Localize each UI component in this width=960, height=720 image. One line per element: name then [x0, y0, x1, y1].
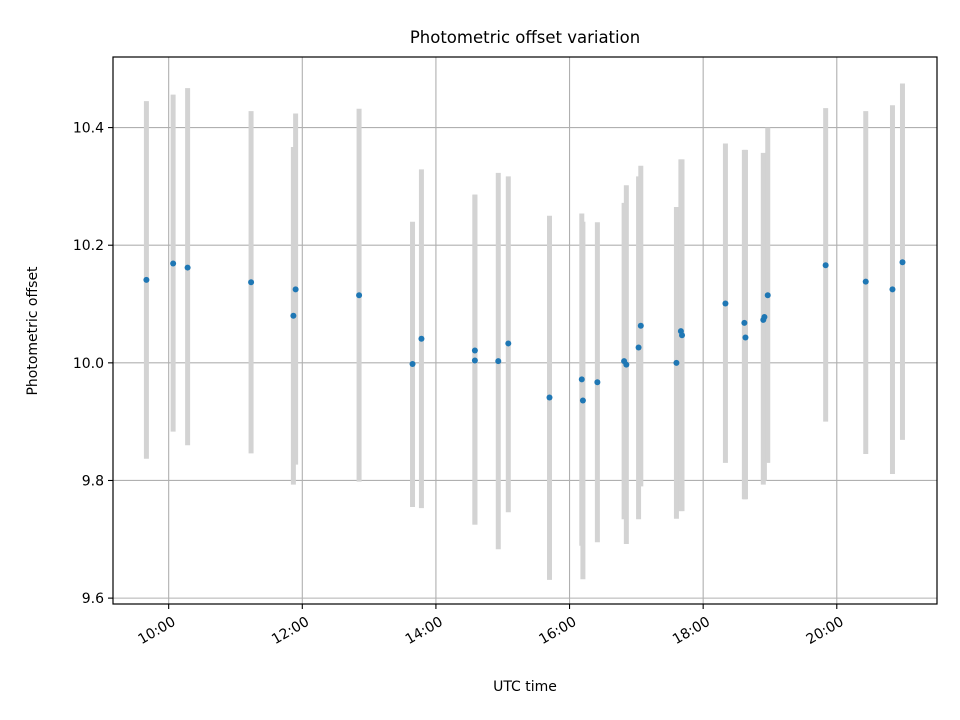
data-point [764, 292, 771, 299]
y-axis-ticks: 9.6 9.8 10.0 10.2 10.4 [73, 121, 113, 607]
chart-title: Photometric offset variation [410, 28, 640, 47]
data-point [290, 312, 297, 319]
data-point [471, 357, 478, 364]
y-tick-label: 10.2 [73, 238, 104, 254]
data-point [495, 358, 502, 365]
data-point [761, 313, 768, 320]
data-point [418, 335, 425, 342]
data-point [679, 332, 686, 339]
plot-frame [112, 56, 938, 605]
y-tick-label: 9.8 [82, 473, 104, 489]
data-point [623, 361, 630, 368]
data-point [184, 264, 191, 271]
data-point [356, 292, 363, 299]
x-axis-label: UTC time [493, 679, 557, 695]
data-point [292, 286, 299, 293]
data-point [546, 394, 553, 401]
y-tick-label: 9.6 [82, 591, 104, 607]
data-point [594, 379, 601, 386]
data-point [889, 286, 896, 293]
y-tick-label: 10.0 [73, 356, 104, 372]
data-point [579, 397, 586, 404]
data-points [143, 259, 906, 404]
data-point [862, 278, 869, 285]
data-point [578, 376, 585, 383]
data-point [822, 262, 829, 269]
data-point [899, 259, 906, 266]
y-axis-label: Photometric offset [25, 266, 41, 396]
data-point [637, 322, 644, 329]
data-point [742, 334, 749, 341]
data-point [722, 300, 729, 307]
data-point [170, 260, 177, 267]
data-point [471, 347, 478, 354]
data-point [143, 276, 150, 283]
data-point [635, 344, 642, 351]
data-point [505, 340, 512, 347]
data-point [741, 319, 748, 326]
data-point [673, 359, 680, 366]
data-point [409, 361, 416, 368]
data-point [248, 279, 255, 286]
y-tick-label: 10.4 [73, 121, 104, 137]
